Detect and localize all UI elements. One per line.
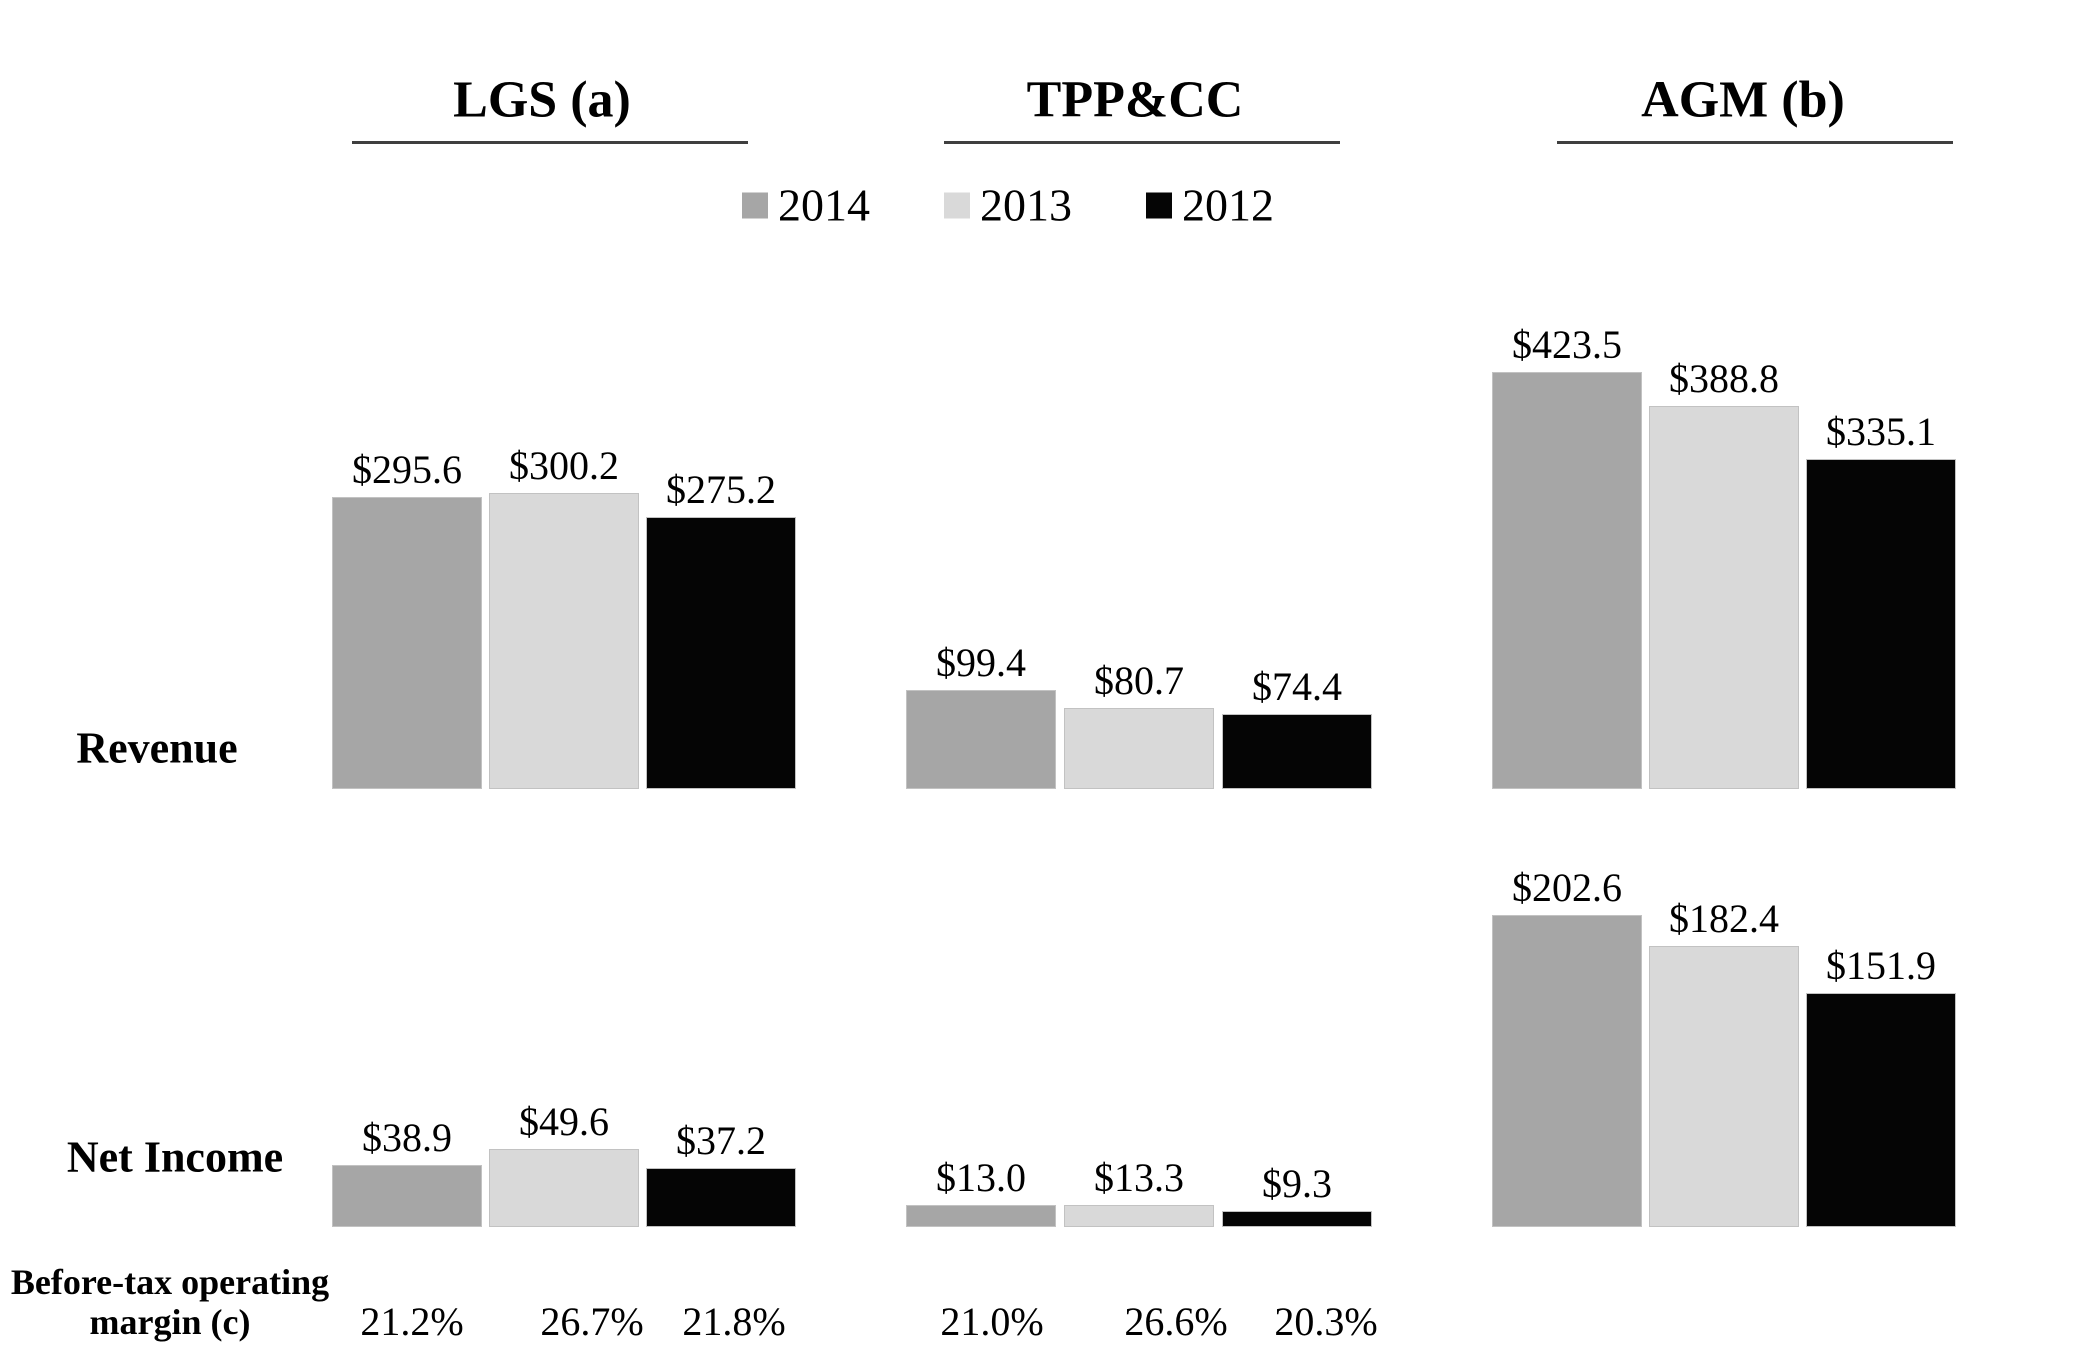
- legend-swatch-2014: [742, 192, 768, 218]
- margin-value: 21.0%: [940, 1299, 1044, 1344]
- bar-value-label: $202.6: [1512, 865, 1622, 910]
- revenue-bar: [1650, 407, 1798, 788]
- net-income-bar: [1807, 994, 1955, 1226]
- legend-item: 2013: [944, 179, 1072, 232]
- net-income-bar: [333, 1166, 481, 1226]
- legend-item: 2012: [1146, 179, 1274, 232]
- margin-row-label-line2: margin (c): [89, 1302, 251, 1342]
- segment-header: TPP&CC: [1026, 71, 1244, 129]
- bar-value-label: $49.6: [519, 1099, 609, 1144]
- bar-value-label: $13.3: [1094, 1155, 1184, 1200]
- revenue-bar: [647, 518, 795, 788]
- margin-row-label: Before-tax operating margin (c): [5, 1262, 335, 1342]
- bar-value-label: $182.4: [1669, 896, 1779, 941]
- revenue-bar: [1223, 715, 1371, 788]
- legend-year-label: 2012: [1182, 179, 1274, 231]
- bar-value-label: $9.3: [1262, 1161, 1332, 1206]
- revenue-bar: [1807, 460, 1955, 788]
- legend: 2014 2013 2012: [742, 179, 1274, 232]
- legend-item: 2014: [742, 179, 870, 232]
- bar-value-label: $300.2: [509, 443, 619, 488]
- legend-swatch-2012: [1146, 192, 1172, 218]
- legend-year-label: 2014: [778, 179, 870, 231]
- revenue-bar: [907, 691, 1055, 788]
- header-underline: [944, 141, 1340, 144]
- bar-value-label: $151.9: [1826, 943, 1936, 988]
- bar-value-label: $37.2: [676, 1118, 766, 1163]
- margin-value: 21.2%: [360, 1299, 464, 1344]
- revenue-row-label: Revenue: [76, 723, 238, 773]
- margin-value: 26.7%: [540, 1299, 644, 1344]
- bar-value-label: $99.4: [936, 640, 1026, 685]
- legend-swatch-2013: [944, 192, 970, 218]
- bar-value-label: $275.2: [666, 467, 776, 512]
- net-income-bar: [1065, 1206, 1213, 1226]
- revenue-bar: [333, 498, 481, 788]
- net-income-row-label: Net Income: [66, 1132, 284, 1182]
- bar-value-label: $295.6: [352, 447, 462, 492]
- segment-header: LGS (a): [453, 71, 631, 129]
- revenue-bar: [1493, 373, 1641, 788]
- net-income-bar: [647, 1169, 795, 1226]
- segment-header: AGM (b): [1641, 71, 1845, 129]
- net-income-bar: [490, 1150, 638, 1226]
- revenue-bar: [490, 494, 638, 788]
- bar-value-label: $80.7: [1094, 658, 1184, 703]
- net-income-bar: [1650, 947, 1798, 1226]
- margin-value: 21.8%: [682, 1299, 786, 1344]
- header-underline: [352, 141, 748, 144]
- bar-value-label: $335.1: [1826, 409, 1936, 454]
- margin-row-label-line1: Before-tax operating: [10, 1262, 330, 1302]
- margin-value: 20.3%: [1274, 1299, 1378, 1344]
- bar-value-label: $13.0: [936, 1155, 1026, 1200]
- net-income-bar: [1493, 916, 1641, 1226]
- net-income-bar: [1223, 1212, 1371, 1226]
- net-income-bar: [907, 1206, 1055, 1226]
- bar-value-label: $423.5: [1512, 322, 1622, 367]
- bar-value-label: $388.8: [1669, 356, 1779, 401]
- bar-value-label: $38.9: [362, 1115, 452, 1160]
- revenue-bar: [1065, 709, 1213, 788]
- bar-value-label: $74.4: [1252, 664, 1342, 709]
- margin-value: 26.6%: [1124, 1299, 1228, 1344]
- legend-year-label: 2013: [980, 179, 1072, 231]
- header-underline: [1557, 141, 1953, 144]
